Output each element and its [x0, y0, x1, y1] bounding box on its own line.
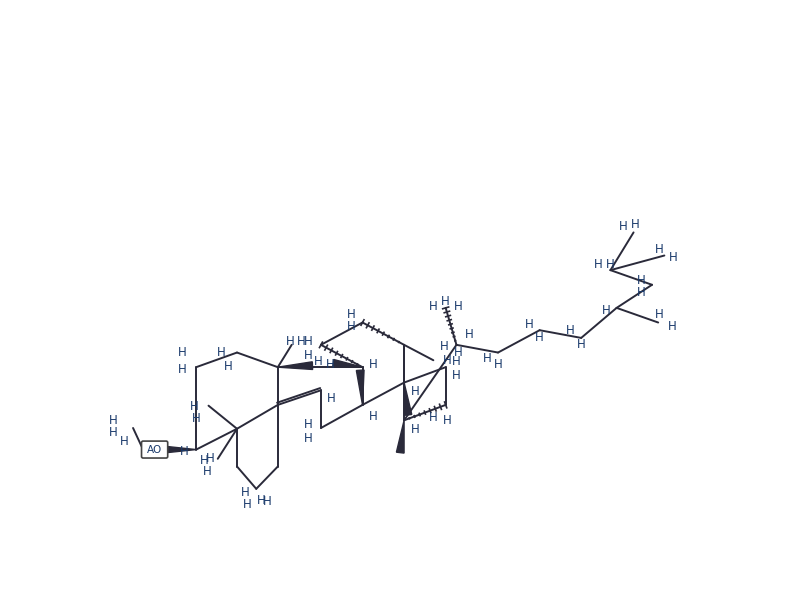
Text: H: H: [347, 308, 356, 320]
Text: H: H: [602, 304, 610, 317]
Text: H: H: [655, 308, 664, 320]
Text: H: H: [443, 354, 452, 367]
Polygon shape: [404, 383, 411, 415]
Text: H: H: [190, 400, 199, 413]
Text: H: H: [178, 346, 187, 359]
Text: H: H: [429, 300, 438, 313]
Text: H: H: [443, 414, 452, 427]
Text: H: H: [326, 392, 335, 405]
Text: H: H: [108, 426, 117, 439]
Polygon shape: [333, 360, 363, 367]
Text: H: H: [577, 338, 585, 351]
Text: H: H: [637, 286, 646, 299]
Text: H: H: [452, 369, 461, 382]
Text: AO: AO: [147, 445, 162, 454]
Text: H: H: [217, 346, 226, 359]
Text: H: H: [441, 295, 450, 308]
Text: H: H: [369, 359, 378, 371]
Text: H: H: [439, 340, 448, 353]
Text: H: H: [192, 412, 200, 425]
Text: H: H: [655, 243, 664, 256]
Polygon shape: [356, 370, 364, 405]
Text: H: H: [303, 432, 312, 445]
Text: H: H: [286, 335, 294, 348]
Text: H: H: [411, 423, 419, 436]
Text: H: H: [369, 410, 378, 423]
Text: H: H: [593, 258, 602, 271]
Text: H: H: [454, 300, 463, 313]
Text: H: H: [411, 384, 419, 397]
Text: H: H: [535, 331, 544, 344]
Text: H: H: [224, 360, 232, 373]
Text: H: H: [464, 328, 473, 341]
Text: H: H: [178, 363, 187, 376]
Text: H: H: [429, 411, 438, 424]
Text: H: H: [297, 335, 306, 348]
Text: H: H: [303, 349, 312, 362]
Text: H: H: [200, 454, 209, 467]
Text: H: H: [494, 359, 502, 371]
Text: H: H: [452, 355, 461, 368]
Text: H: H: [483, 352, 492, 365]
Text: H: H: [454, 346, 463, 359]
Text: H: H: [303, 335, 312, 348]
Text: H: H: [630, 218, 639, 231]
Text: H: H: [203, 464, 212, 478]
Text: H: H: [108, 414, 117, 427]
Polygon shape: [277, 362, 313, 370]
Text: H: H: [668, 320, 676, 333]
Text: H: H: [347, 320, 356, 333]
Text: H: H: [263, 496, 271, 509]
FancyBboxPatch shape: [141, 441, 168, 458]
Text: H: H: [243, 499, 251, 512]
Polygon shape: [167, 446, 196, 453]
Text: H: H: [637, 274, 646, 287]
Text: H: H: [303, 418, 312, 430]
Text: H: H: [119, 435, 128, 448]
Text: H: H: [618, 220, 627, 232]
Text: H: H: [525, 319, 533, 331]
Text: H: H: [566, 325, 575, 338]
Text: H: H: [241, 486, 250, 499]
Text: H: H: [180, 445, 188, 458]
Text: H: H: [257, 494, 265, 507]
Text: H: H: [314, 355, 322, 368]
Text: H: H: [606, 258, 615, 271]
Text: H: H: [205, 451, 214, 464]
Text: H: H: [669, 250, 678, 264]
Polygon shape: [396, 420, 404, 453]
Text: H: H: [326, 359, 334, 371]
